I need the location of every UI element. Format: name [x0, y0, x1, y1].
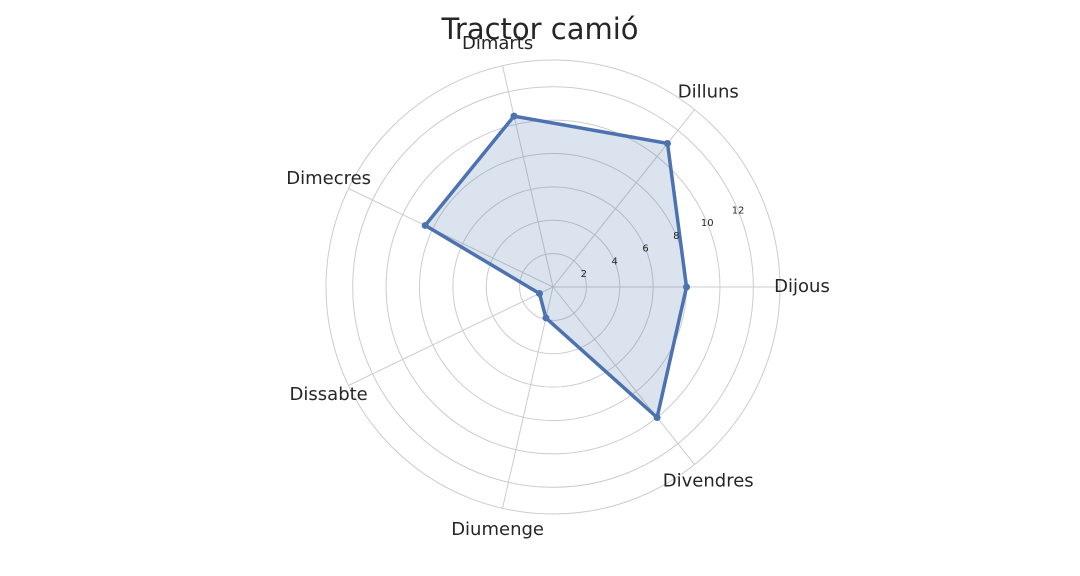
data-point: [683, 283, 691, 291]
data-point: [542, 314, 550, 322]
category-label: Dilluns: [678, 81, 739, 102]
radial-tick-label: 12: [732, 205, 745, 216]
category-label: Dissabte: [290, 384, 368, 405]
data-point: [653, 414, 661, 422]
radial-tick-label: 4: [611, 256, 617, 267]
radial-tick-label: 8: [673, 231, 679, 242]
grid-spoke: [552, 109, 695, 288]
data-point: [510, 112, 518, 120]
category-labels-group: Dijous Dilluns Dimarts Dimecres Dissabte Dium…: [286, 33, 830, 540]
category-label: Dimecres: [286, 168, 371, 189]
grid-spoke: [502, 286, 554, 509]
category-label: Dimarts: [462, 33, 533, 54]
grid-spoke: [348, 286, 554, 386]
radial-tick-label: 6: [642, 244, 648, 255]
series-area-fill: [425, 116, 687, 418]
radial-tick-labels-group: 2 4 6 8 10 12: [581, 205, 745, 280]
category-label: Dijous: [774, 276, 830, 297]
grid-spoke: [348, 188, 554, 288]
radial-tick-label: 10: [701, 218, 714, 229]
chart-title: Tractor camió: [441, 12, 639, 46]
grid-spoke: [502, 65, 554, 288]
radar-grid: [325, 59, 781, 515]
grid-spoke: [552, 286, 695, 465]
radial-tick-label: 2: [581, 269, 587, 280]
data-point: [663, 139, 671, 147]
data-point: [421, 221, 429, 229]
data-point: [535, 290, 543, 298]
series-points-group: [421, 112, 691, 422]
category-label: Divendres: [663, 471, 754, 492]
series-area-group: [422, 114, 689, 421]
category-label: Diumenge: [451, 519, 544, 540]
series-line: [422, 114, 689, 421]
